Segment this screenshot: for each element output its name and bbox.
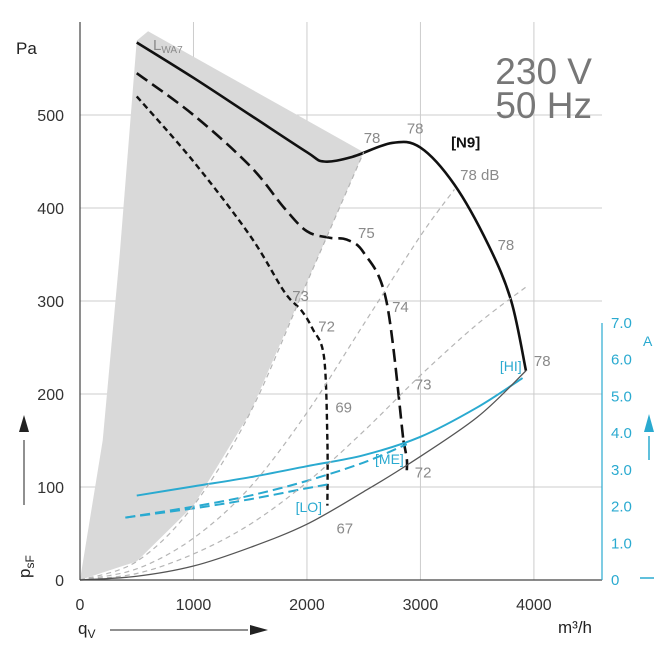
title-block: 230 V 50 Hz xyxy=(495,51,592,126)
y-tick-label: 0 xyxy=(55,573,64,590)
series-lo xyxy=(135,95,329,506)
x-axis-arrow xyxy=(250,625,268,635)
series-system-2 xyxy=(79,189,455,581)
annotation-label: 69 xyxy=(335,400,352,417)
y-tick-label: 200 xyxy=(37,387,64,404)
annotation-label: [LO] xyxy=(296,499,322,515)
series-system-1 xyxy=(79,151,365,581)
annotation-label: 78 xyxy=(407,121,424,138)
y-tick-label: 100 xyxy=(37,480,64,497)
series-n9 xyxy=(136,41,528,372)
annotation-label: 67 xyxy=(336,521,353,538)
annotation-label: 73 xyxy=(292,288,309,305)
tick-labels: 0 1000 2000 3000 4000 0 100 200 300 400 500 0 1.0 2.0… xyxy=(37,108,632,614)
annotation-label: 73 xyxy=(415,376,432,393)
y2-axis-unit-label: A xyxy=(643,333,653,349)
series-system-4 xyxy=(79,370,527,581)
y2-axis-arrow xyxy=(644,414,654,432)
lwa-label: LWA7 xyxy=(153,37,183,56)
series-current-hi xyxy=(136,377,524,497)
annotation-label: 75 xyxy=(358,225,375,242)
annotation-label: [HI] xyxy=(500,358,522,374)
x-tick-label: 3000 xyxy=(403,597,439,614)
y2-tick-label: 0 xyxy=(611,572,619,589)
x-tick-label: 4000 xyxy=(516,597,552,614)
x-axis-bottom-label: qV xyxy=(78,619,95,641)
y2-tick-label: 3.0 xyxy=(611,462,632,479)
y2-tick-label: 2.0 xyxy=(611,499,632,516)
annotation-label: [ME] xyxy=(375,451,404,467)
x-axis-unit-label: m³/h xyxy=(558,618,592,637)
annotation-label: [N9] xyxy=(451,135,480,152)
y-axis-bottom-label: psF xyxy=(15,555,37,578)
x-tick-label: 2000 xyxy=(289,597,325,614)
y2-tick-label: 5.0 xyxy=(611,388,632,405)
y-axis-symbol: p xyxy=(15,569,34,578)
series-current-lo xyxy=(125,483,328,519)
svg-text:psF: psF xyxy=(15,555,37,578)
y2-tick-label: 7.0 xyxy=(611,315,632,332)
y-axis-unit-label: Pa xyxy=(16,39,37,58)
curves xyxy=(79,41,528,581)
axes xyxy=(79,22,603,581)
annotation-label: 74 xyxy=(392,299,409,316)
x-tick-label: 0 xyxy=(76,597,85,614)
annotation-label: 78 xyxy=(534,353,551,370)
lwa-symbol: L xyxy=(153,37,161,54)
x-axis-symbol: q xyxy=(78,619,87,638)
y2-tick-label: 1.0 xyxy=(611,535,632,552)
annotation-label: 72 xyxy=(415,465,432,482)
y2-tick-label: 4.0 xyxy=(611,425,632,442)
annotation-label: 78 dB xyxy=(460,167,499,184)
lwa-subscript: WA7 xyxy=(161,45,183,56)
y-axis-subscript: sF xyxy=(23,555,37,568)
svg-text:qV: qV xyxy=(78,619,95,641)
title-voltage: 230 V xyxy=(495,51,592,92)
y2-tick-label: 6.0 xyxy=(611,352,632,369)
annotation-label: 78 xyxy=(498,237,515,254)
y-tick-label: 300 xyxy=(37,294,64,311)
y-tick-label: 500 xyxy=(37,108,64,125)
series-hi xyxy=(135,72,405,441)
shaded-region xyxy=(80,31,364,581)
y-axis-arrow xyxy=(19,415,29,432)
y-tick-label: 400 xyxy=(37,201,64,218)
annotation-label: 72 xyxy=(318,319,335,336)
x-tick-label: 1000 xyxy=(176,597,212,614)
series-current-me xyxy=(125,443,408,519)
title-frequency: 50 Hz xyxy=(495,85,592,126)
x-axis-subscript: V xyxy=(87,627,95,641)
annotations: 78 78 [N9] 78 dB 78 75 73 74 72 73 69 72 67 78 [HI] [ME… xyxy=(292,121,550,538)
annotation-label: 78 xyxy=(364,130,381,147)
